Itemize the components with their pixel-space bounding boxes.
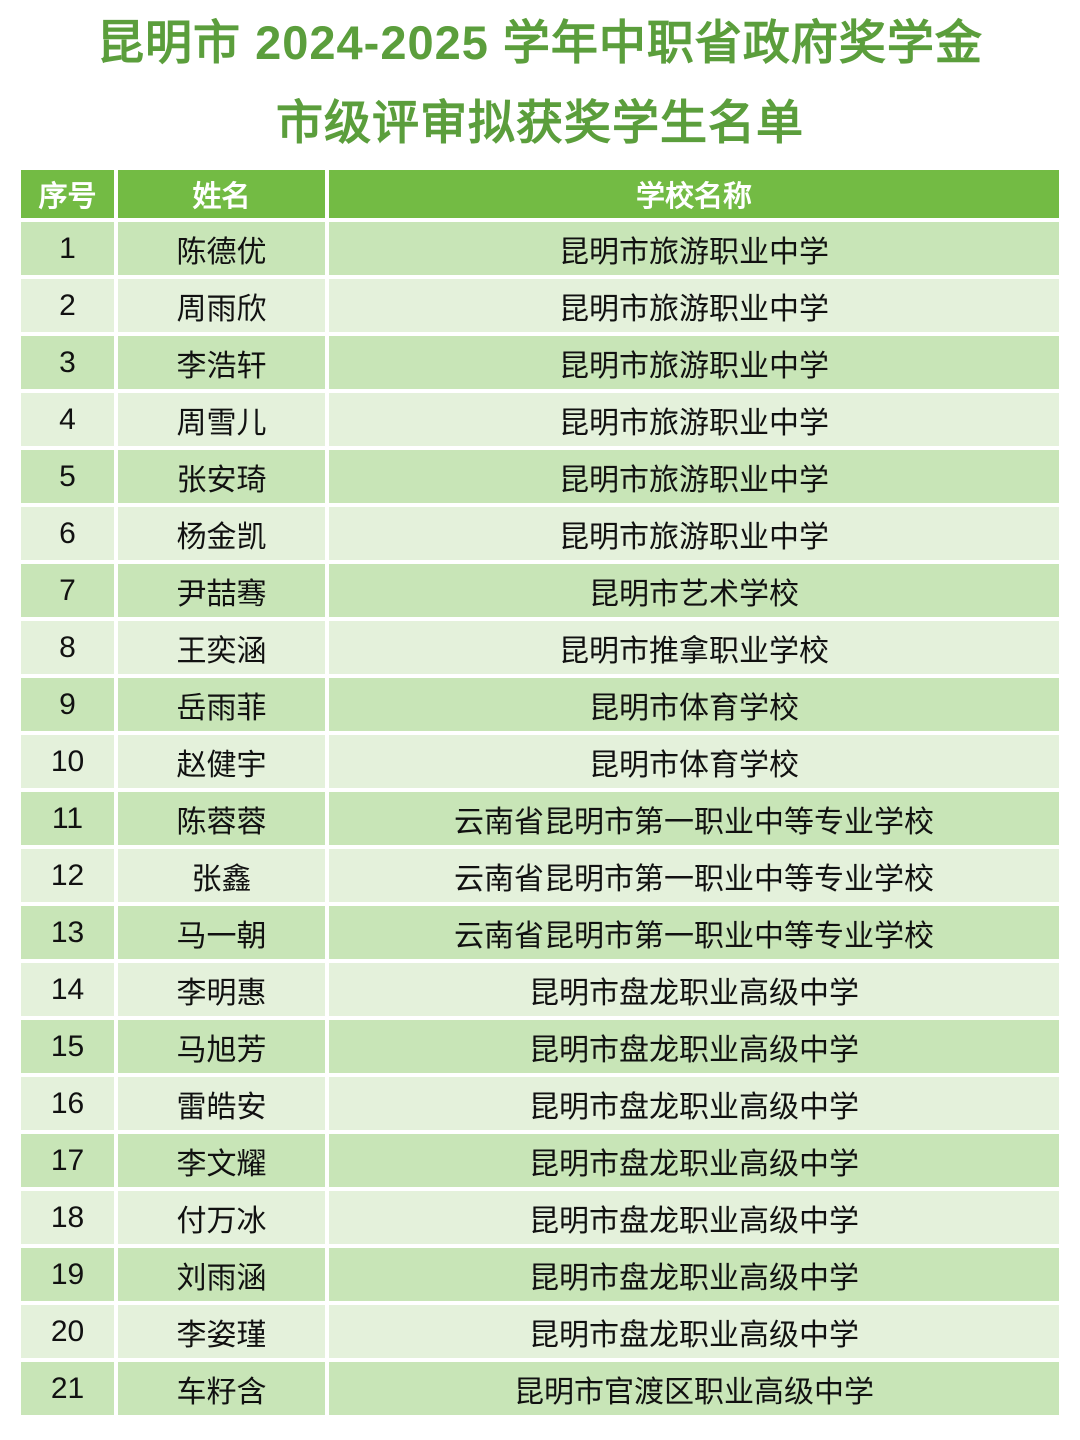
page-title-line2: 市级评审拟获奖学生名单 [276, 96, 804, 149]
school-name-cell: 昆明市旅游职业中学 [329, 507, 1059, 560]
table-row: 12 张鑫 云南省昆明市第一职业中等专业学校 [21, 849, 1059, 902]
school-name-cell: 昆明市盘龙职业高级中学 [329, 1305, 1059, 1358]
school-name-cell: 昆明市推拿职业学校 [329, 621, 1059, 674]
school-name-cell: 昆明市盘龙职业高级中学 [329, 1077, 1059, 1130]
school-name-cell: 昆明市旅游职业中学 [329, 279, 1059, 332]
table-row: 17 李文耀 昆明市盘龙职业高级中学 [21, 1134, 1059, 1187]
school-name-cell: 昆明市盘龙职业高级中学 [329, 1020, 1059, 1073]
table-row: 16 雷皓安 昆明市盘龙职业高级中学 [21, 1077, 1059, 1130]
table-row: 19 刘雨涵 昆明市盘龙职业高级中学 [21, 1248, 1059, 1301]
school-name-cell: 云南省昆明市第一职业中等专业学校 [329, 906, 1059, 959]
table-row: 9 岳雨菲 昆明市体育学校 [21, 678, 1059, 731]
student-name-cell: 陈德优 [118, 222, 325, 275]
row-number-cell: 3 [21, 336, 114, 389]
table-row: 21 车籽含 昆明市官渡区职业高级中学 [21, 1362, 1059, 1415]
table-row: 10 赵健宇 昆明市体育学校 [21, 735, 1059, 788]
student-name-cell: 李文耀 [118, 1134, 325, 1187]
student-name-cell: 周雨欣 [118, 279, 325, 332]
student-name-cell: 马一朝 [118, 906, 325, 959]
row-number-cell: 16 [21, 1077, 114, 1130]
student-name-cell: 赵健宇 [118, 735, 325, 788]
school-name-cell: 云南省昆明市第一职业中等专业学校 [329, 849, 1059, 902]
school-name-cell: 昆明市旅游职业中学 [329, 336, 1059, 389]
row-number-cell: 21 [21, 1362, 114, 1415]
school-name-cell: 昆明市盘龙职业高级中学 [329, 1134, 1059, 1187]
table-row: 13 马一朝 云南省昆明市第一职业中等专业学校 [21, 906, 1059, 959]
school-name-cell: 昆明市盘龙职业高级中学 [329, 1248, 1059, 1301]
table-row: 20 李姿瑾 昆明市盘龙职业高级中学 [21, 1305, 1059, 1358]
row-number-cell: 5 [21, 450, 114, 503]
student-name-cell: 付万冰 [118, 1191, 325, 1244]
table-row: 7 尹喆骞 昆明市艺术学校 [21, 564, 1059, 617]
header-serial-number: 序号 [21, 170, 114, 218]
student-name-cell: 张鑫 [118, 849, 325, 902]
table-row: 6 杨金凯 昆明市旅游职业中学 [21, 507, 1059, 560]
row-number-cell: 11 [21, 792, 114, 845]
row-number-cell: 10 [21, 735, 114, 788]
student-name-cell: 张安琦 [118, 450, 325, 503]
student-name-cell: 杨金凯 [118, 507, 325, 560]
table-row: 15 马旭芳 昆明市盘龙职业高级中学 [21, 1020, 1059, 1073]
row-number-cell: 1 [21, 222, 114, 275]
header-school-name: 学校名称 [329, 170, 1059, 218]
student-name-cell: 周雪儿 [118, 393, 325, 446]
student-name-cell: 刘雨涵 [118, 1248, 325, 1301]
school-name-cell: 昆明市艺术学校 [329, 564, 1059, 617]
row-number-cell: 4 [21, 393, 114, 446]
table-row: 4 周雪儿 昆明市旅游职业中学 [21, 393, 1059, 446]
table-row: 14 李明惠 昆明市盘龙职业高级中学 [21, 963, 1059, 1016]
row-number-cell: 6 [21, 507, 114, 560]
school-name-cell: 昆明市旅游职业中学 [329, 222, 1059, 275]
row-number-cell: 2 [21, 279, 114, 332]
row-number-cell: 15 [21, 1020, 114, 1073]
row-number-cell: 13 [21, 906, 114, 959]
table-row: 18 付万冰 昆明市盘龙职业高级中学 [21, 1191, 1059, 1244]
school-name-cell: 昆明市盘龙职业高级中学 [329, 1191, 1059, 1244]
header-student-name: 姓名 [118, 170, 325, 218]
page-title: 昆明市 2024-2025 学年中职省政府奖学金 市级评审拟获奖学生名单 [0, 0, 1080, 152]
school-name-cell: 云南省昆明市第一职业中等专业学校 [329, 792, 1059, 845]
row-number-cell: 17 [21, 1134, 114, 1187]
student-name-cell: 尹喆骞 [118, 564, 325, 617]
school-name-cell: 昆明市官渡区职业高级中学 [329, 1362, 1059, 1415]
student-award-table: 序号 姓名 学校名称 1 陈德优 昆明市旅游职业中学 2 周雨欣 昆明市旅游职业中学 3 李浩… [17, 166, 1063, 1419]
table-row: 8 王奕涵 昆明市推拿职业学校 [21, 621, 1059, 674]
school-name-cell: 昆明市旅游职业中学 [329, 450, 1059, 503]
student-name-cell: 马旭芳 [118, 1020, 325, 1073]
row-number-cell: 7 [21, 564, 114, 617]
student-name-cell: 李浩轩 [118, 336, 325, 389]
student-name-cell: 岳雨菲 [118, 678, 325, 731]
page-title-line1: 昆明市 2024-2025 学年中职省政府奖学金 [97, 16, 983, 69]
student-name-cell: 陈蓉蓉 [118, 792, 325, 845]
table-row: 2 周雨欣 昆明市旅游职业中学 [21, 279, 1059, 332]
student-name-cell: 雷皓安 [118, 1077, 325, 1130]
student-table-body: 1 陈德优 昆明市旅游职业中学 2 周雨欣 昆明市旅游职业中学 3 李浩轩 昆明市旅游职业中学 4… [21, 222, 1059, 1415]
table-row: 3 李浩轩 昆明市旅游职业中学 [21, 336, 1059, 389]
row-number-cell: 9 [21, 678, 114, 731]
school-name-cell: 昆明市体育学校 [329, 678, 1059, 731]
student-name-cell: 李明惠 [118, 963, 325, 1016]
row-number-cell: 8 [21, 621, 114, 674]
table-row: 1 陈德优 昆明市旅游职业中学 [21, 222, 1059, 275]
row-number-cell: 20 [21, 1305, 114, 1358]
student-name-cell: 李姿瑾 [118, 1305, 325, 1358]
school-name-cell: 昆明市旅游职业中学 [329, 393, 1059, 446]
school-name-cell: 昆明市盘龙职业高级中学 [329, 963, 1059, 1016]
student-name-cell: 车籽含 [118, 1362, 325, 1415]
row-number-cell: 14 [21, 963, 114, 1016]
row-number-cell: 18 [21, 1191, 114, 1244]
table-row: 11 陈蓉蓉 云南省昆明市第一职业中等专业学校 [21, 792, 1059, 845]
table-row: 5 张安琦 昆明市旅游职业中学 [21, 450, 1059, 503]
row-number-cell: 19 [21, 1248, 114, 1301]
school-name-cell: 昆明市体育学校 [329, 735, 1059, 788]
table-header-row: 序号 姓名 学校名称 [21, 170, 1059, 218]
student-name-cell: 王奕涵 [118, 621, 325, 674]
row-number-cell: 12 [21, 849, 114, 902]
